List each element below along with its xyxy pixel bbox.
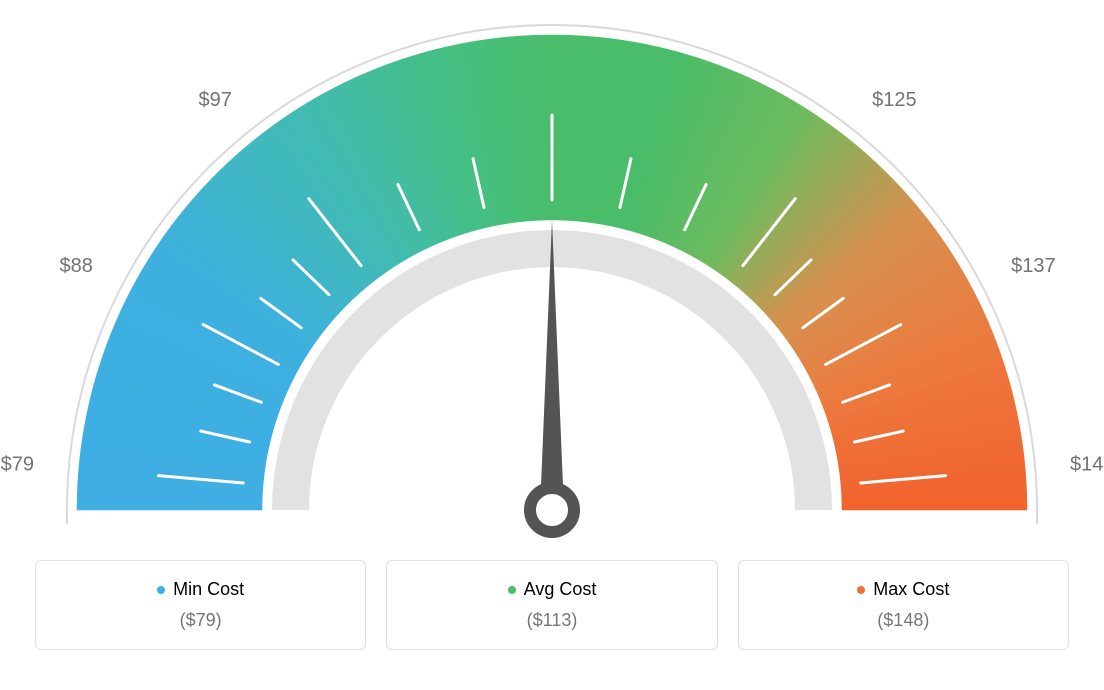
legend-dot-min [157,586,165,594]
legend-value-avg: ($113) [397,610,706,631]
legend-dot-max [857,586,865,594]
legend-value-max: ($148) [749,610,1058,631]
legend-title-avg: Avg Cost [508,579,597,600]
gauge-tick-label: $79 [1,454,34,476]
legend-row: Min Cost ($79) Avg Cost ($113) Max Cost … [0,560,1104,650]
legend-card-min: Min Cost ($79) [35,560,366,650]
legend-title-max: Max Cost [857,579,949,600]
gauge-tick-label: $125 [872,89,917,111]
legend-title-text: Avg Cost [524,579,597,600]
gauge-tick-label: $88 [59,255,92,277]
gauge-chart: $79 $88 $97 $113 $125 $137 $148 [0,0,1104,560]
gauge-needle-hub [530,488,574,532]
legend-dot-avg [508,586,516,594]
gauge-tick-label: $148 [1070,454,1104,476]
legend-title-min: Min Cost [157,579,244,600]
legend-card-max: Max Cost ($148) [738,560,1069,650]
gauge-tick-label: $137 [1011,255,1056,277]
gauge-tick-label: $97 [198,89,231,111]
legend-value-min: ($79) [46,610,355,631]
gauge-tick-label: $113 [530,0,573,1]
legend-card-avg: Avg Cost ($113) [386,560,717,650]
legend-title-text: Max Cost [873,579,949,600]
legend-title-text: Min Cost [173,579,244,600]
gauge-svg: $79 $88 $97 $113 $125 $137 $148 [0,0,1104,560]
